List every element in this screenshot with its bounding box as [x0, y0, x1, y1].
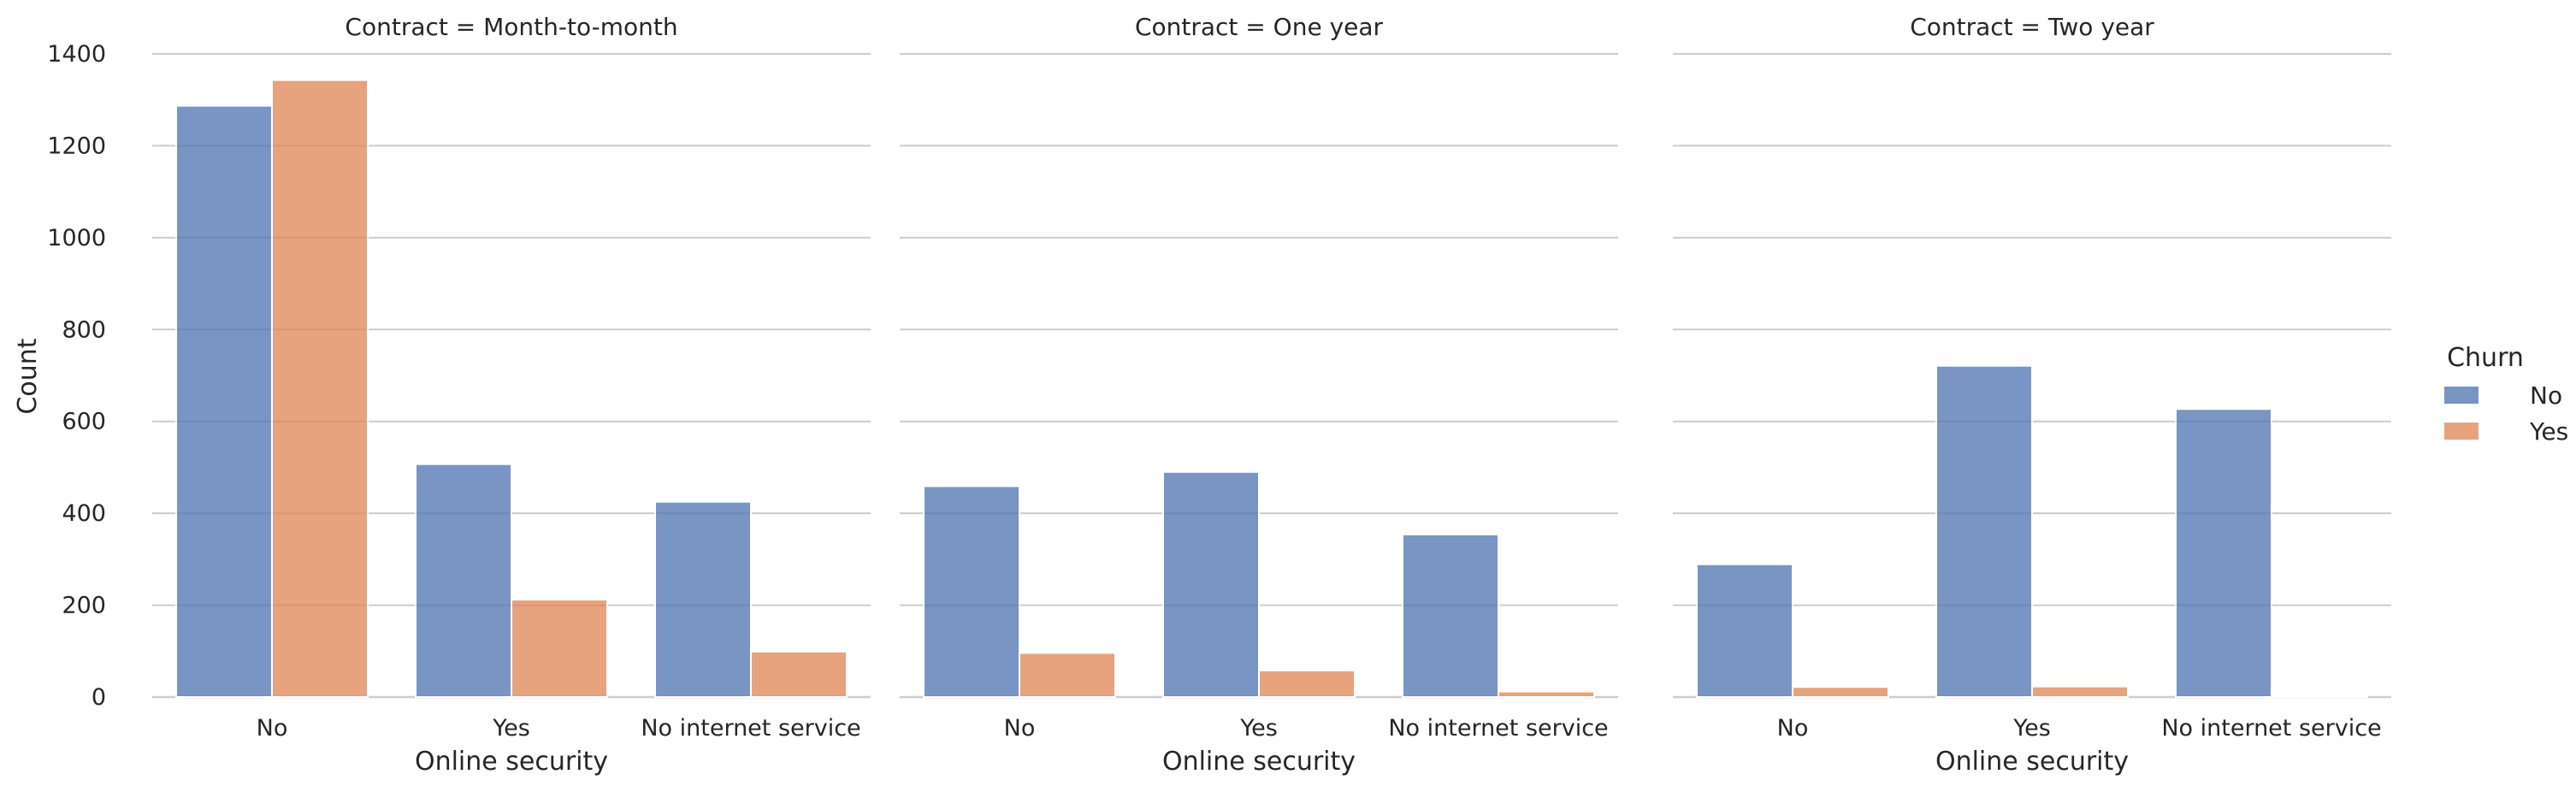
y-axis-label: Count — [13, 338, 43, 414]
x-tick-label: Yes — [492, 715, 530, 742]
facet-panel-2: Contract = One year No Yes No internet serv… — [900, 13, 1618, 777]
facet-title: Contract = One year — [1135, 13, 1384, 41]
bar-no-internet-service-churn-no — [1402, 533, 1499, 699]
x-tick-label: No internet service — [1388, 715, 1608, 742]
facet-title: Contract = Two year — [1910, 13, 2154, 41]
x-axis-label: Online security — [1935, 747, 2129, 777]
bar-no-internet-service-churn-no — [654, 500, 752, 699]
y-tick-label: 400 — [62, 500, 106, 527]
bar-yes-churn-yes — [1258, 669, 1356, 698]
bar-yes-churn-no — [1935, 364, 2033, 698]
bar-no-churn-yes — [1792, 686, 1889, 699]
y-tick-label: 0 — [92, 684, 106, 711]
y-tick-label: 200 — [62, 593, 106, 619]
bar-no-churn-no — [923, 485, 1020, 698]
legend-title: Churn — [2447, 343, 2524, 373]
y-tick-label: 1400 — [47, 41, 106, 68]
x-tick-label: No — [257, 715, 288, 742]
bar-no-churn-yes — [1019, 652, 1116, 698]
y-tick-label: 800 — [62, 316, 106, 343]
facet-panel-3: Contract = Two year No Yes No internet serv… — [1673, 13, 2391, 777]
bar-no-churn-yes — [271, 79, 369, 699]
bar-no-internet-service-churn-yes — [1498, 690, 1595, 698]
bar-no-churn-no — [175, 104, 273, 698]
x-tick-label: No — [1777, 715, 1809, 742]
bar-yes-churn-yes — [511, 599, 608, 699]
bar-yes-churn-no — [1162, 470, 1260, 698]
bar-no-internet-service-churn-no — [2175, 408, 2272, 698]
x-axis-label: Online security — [1162, 747, 1356, 777]
chart-panels: Contract = Month-to-month No Yes No interne… — [47, 13, 2391, 777]
legend-swatch-yes — [2444, 423, 2479, 440]
legend-entries: No Yes — [2444, 381, 2568, 446]
x-tick-label: Yes — [1239, 715, 1278, 742]
y-tick-label: 1200 — [47, 133, 106, 159]
y-tick-label: 1000 — [47, 225, 106, 251]
bar-yes-churn-no — [415, 463, 512, 698]
bar-no-churn-no — [1696, 563, 1793, 698]
x-tick-label: No internet service — [2161, 715, 2381, 742]
facet-panel-1: Contract = Month-to-month No Yes No interne… — [47, 13, 871, 777]
legend-label-yes: Yes — [2529, 417, 2568, 446]
bar-no-internet-service-churn-yes — [750, 650, 848, 699]
facet-title: Contract = Month-to-month — [345, 13, 677, 41]
bar-no-internet-service-churn-yes — [2271, 694, 2368, 698]
x-tick-label: No internet service — [641, 715, 860, 742]
legend: Churn No Yes — [2444, 343, 2568, 446]
bar-yes-churn-yes — [2031, 685, 2129, 698]
x-axis-label: Online security — [415, 747, 608, 777]
x-tick-label: Yes — [2012, 715, 2051, 742]
y-tick-label: 600 — [62, 409, 106, 435]
legend-swatch-no — [2444, 387, 2479, 404]
x-tick-label: No — [1004, 715, 1036, 742]
legend-label-no: No — [2530, 381, 2562, 410]
